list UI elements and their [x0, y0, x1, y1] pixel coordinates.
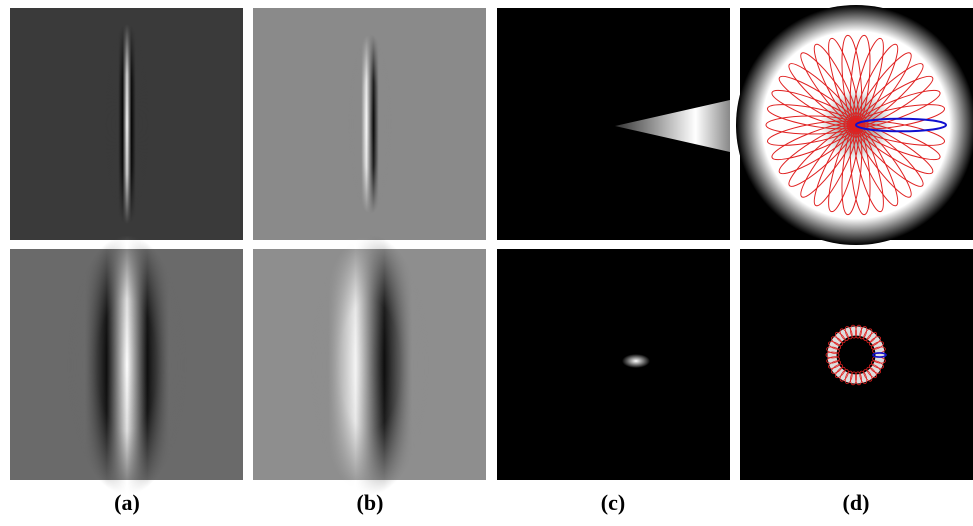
ring	[827, 326, 885, 384]
petal	[828, 341, 841, 350]
petal	[834, 366, 846, 379]
petal	[826, 356, 840, 364]
petal	[869, 336, 881, 347]
panel-label: (c)	[601, 490, 625, 515]
petals	[825, 324, 887, 386]
filter	[105, 24, 149, 224]
petal	[871, 341, 884, 350]
petal	[866, 366, 878, 379]
petal	[854, 324, 862, 339]
petal	[850, 371, 858, 386]
petal	[863, 328, 873, 341]
petal	[825, 351, 840, 359]
petal	[831, 363, 843, 374]
filter	[310, 235, 430, 495]
petal	[854, 371, 862, 386]
petal-highlight	[872, 352, 887, 358]
petal	[859, 325, 868, 340]
blob	[622, 354, 650, 368]
petal	[866, 331, 878, 344]
petal-highlight	[855, 117, 947, 133]
petal	[871, 360, 884, 369]
panel-d-bottom	[740, 249, 973, 480]
petal	[844, 370, 853, 385]
petal	[844, 325, 853, 340]
petal	[863, 369, 873, 382]
petal	[826, 346, 840, 354]
panel-label: (d)	[843, 490, 870, 515]
petal	[831, 336, 843, 347]
panel-c-bottom	[497, 249, 730, 480]
petal	[839, 328, 849, 341]
wedge	[615, 100, 730, 152]
petals	[765, 34, 947, 216]
filter	[348, 34, 392, 214]
petal	[859, 370, 868, 385]
panel-label: (a)	[114, 490, 140, 515]
petal	[839, 369, 849, 382]
petal	[828, 360, 841, 369]
petal	[834, 331, 846, 344]
petal	[850, 324, 858, 339]
filter	[67, 235, 187, 495]
petal	[869, 363, 881, 374]
panel-label: (b)	[357, 490, 384, 515]
